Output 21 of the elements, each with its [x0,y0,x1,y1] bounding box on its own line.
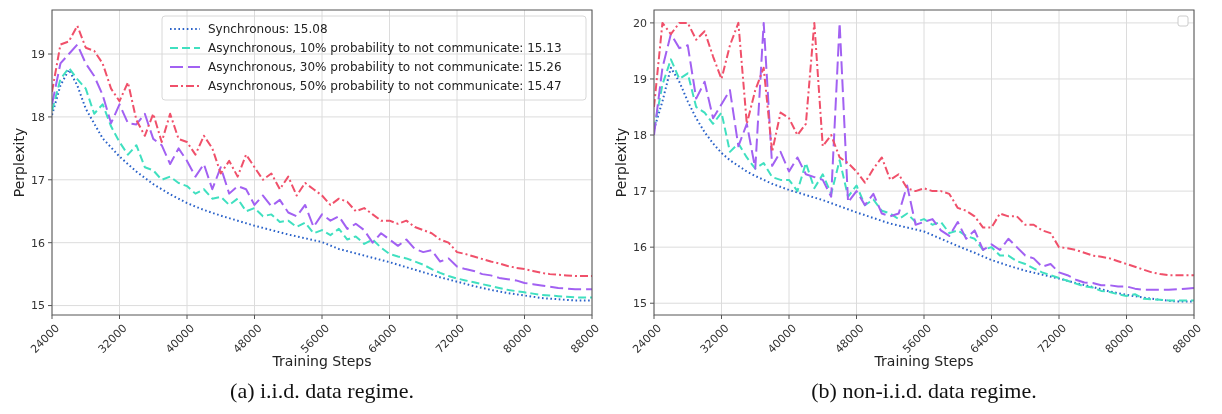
y-tick-label: 18 [633,128,647,142]
legend-label: Asynchronous, 10% probability to not communicate: 15.13 [208,41,562,56]
legend-label: Asynchronous, 30% probability to not communicate: 15.26 [208,60,562,75]
y-tick-label: 17 [633,184,647,198]
text: (a) i.i.d. data regime. [230,378,414,403]
legend-label: Asynchronous, 50% probability to not communicate: 15.47 [208,79,562,94]
legend-label: Synchronous: 15.08 [208,22,328,37]
y-tick-label: 15 [31,299,45,313]
y-tick-label: 15 [633,297,647,311]
y-tick-label: 19 [31,47,45,61]
y-tick-label: 16 [633,241,647,255]
y-tick-label: 19 [633,72,647,86]
text: (b) non-i.i.d. data regime. [811,378,1037,403]
y-tick-label: 17 [31,173,45,187]
y-axis-title: Perplexity [11,127,27,198]
y-tick-label: 20 [633,16,647,30]
x-axis-title: Training Steps [271,353,372,369]
x-axis-title: Training Steps [873,353,974,369]
y-tick-label: 18 [31,110,45,124]
y-axis-title: Perplexity [613,127,629,198]
y-tick-label: 16 [31,236,45,250]
